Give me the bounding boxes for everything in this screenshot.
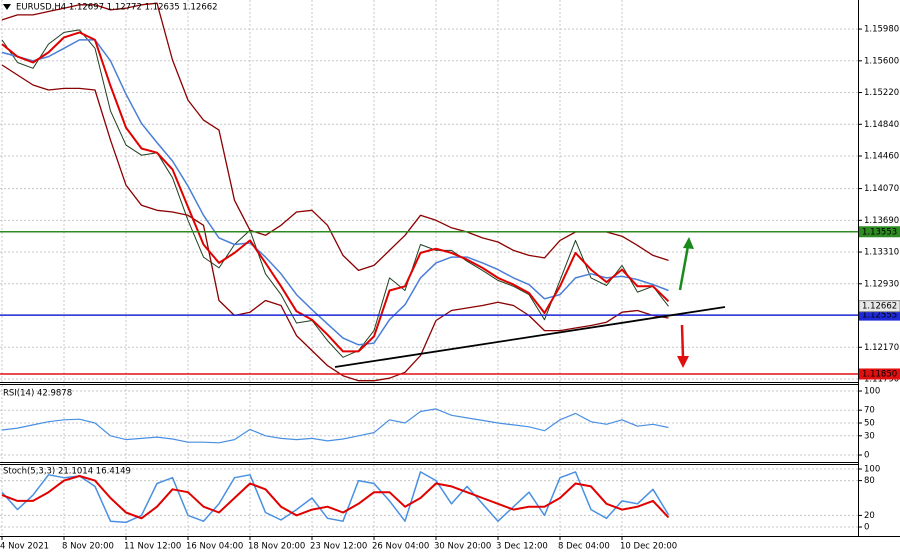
series-line bbox=[1, 39, 669, 346]
y-tick-label: 1.11790 bbox=[864, 374, 899, 384]
y-tick-label: 1.15600 bbox=[864, 56, 899, 66]
down-arrow bbox=[680, 324, 685, 359]
series-line bbox=[1, 2, 669, 272]
menu-triangle[interactable] bbox=[3, 4, 11, 10]
level-label-box bbox=[859, 309, 900, 321]
level-label-box bbox=[859, 226, 900, 238]
y-tick-label: 1.13310 bbox=[864, 248, 899, 258]
x-tick-label: 8 Nov 20:00 bbox=[62, 542, 114, 552]
series-line bbox=[1, 64, 669, 382]
panel-title: RSI(14) 42.9878 bbox=[3, 389, 72, 399]
y-tick-label: 1.14460 bbox=[864, 152, 899, 162]
x-tick-label: 23 Nov 12:00 bbox=[310, 542, 367, 552]
up-arrow-head bbox=[683, 237, 694, 249]
y-tick-label: 50 bbox=[864, 419, 875, 429]
y-tick-label: 70 bbox=[864, 406, 875, 416]
x-tick-label: 10 Dec 20:00 bbox=[620, 542, 677, 552]
level-label: 1.13553 bbox=[862, 227, 897, 237]
x-tick-label: 4 Nov 2021 bbox=[0, 542, 49, 552]
y-tick-label: 100 bbox=[864, 465, 880, 475]
y-tick-label: 1.14840 bbox=[864, 120, 899, 130]
last-price-label: 1.12662 bbox=[862, 302, 897, 312]
x-tick-label: 8 Dec 04:00 bbox=[558, 542, 610, 552]
series-line bbox=[1, 475, 670, 520]
panel-title: Stoch(5,3,3) 21.1014 16.4149 bbox=[3, 467, 131, 477]
x-tick-label: 16 Nov 04:00 bbox=[186, 542, 243, 552]
x-tick-label: 11 Nov 12:00 bbox=[124, 542, 181, 552]
y-tick-label: 0 bbox=[864, 523, 869, 533]
series-line bbox=[1, 471, 670, 524]
y-tick-label: 80 bbox=[864, 476, 875, 486]
panel-title: EURUSD,H4 1.12697 1.12772 1.12635 1.1266… bbox=[16, 3, 218, 13]
level-label-box bbox=[859, 368, 900, 380]
x-tick-label: 30 Nov 20:00 bbox=[434, 542, 491, 552]
series-line bbox=[1, 31, 670, 353]
y-tick-label: 1.15980 bbox=[864, 25, 899, 35]
y-tick-label: 1.12170 bbox=[864, 343, 899, 353]
y-tick-label: 1.12930 bbox=[864, 279, 899, 289]
y-tick-label: 100 bbox=[864, 387, 880, 397]
y-tick-label: 1.13690 bbox=[864, 216, 899, 226]
x-tick-label: 3 Dec 12:00 bbox=[496, 542, 548, 552]
level-label: 1.12555 bbox=[862, 311, 897, 321]
series-line bbox=[1, 29, 669, 358]
down-arrow-head bbox=[677, 356, 689, 368]
x-tick-label: 26 Nov 04:00 bbox=[372, 542, 429, 552]
series-line bbox=[1, 408, 669, 444]
up-arrow bbox=[678, 245, 690, 291]
trend-line bbox=[334, 306, 726, 368]
y-tick-label: 30 bbox=[864, 431, 875, 441]
x-tick-label: 18 Nov 20:00 bbox=[248, 542, 305, 552]
level-label: 1.11850 bbox=[862, 369, 897, 379]
y-tick-label: 20 bbox=[864, 511, 875, 521]
y-tick-label: 0 bbox=[864, 451, 869, 461]
y-tick-label: 1.14070 bbox=[864, 184, 899, 194]
y-tick-label: 1.15220 bbox=[864, 88, 899, 98]
